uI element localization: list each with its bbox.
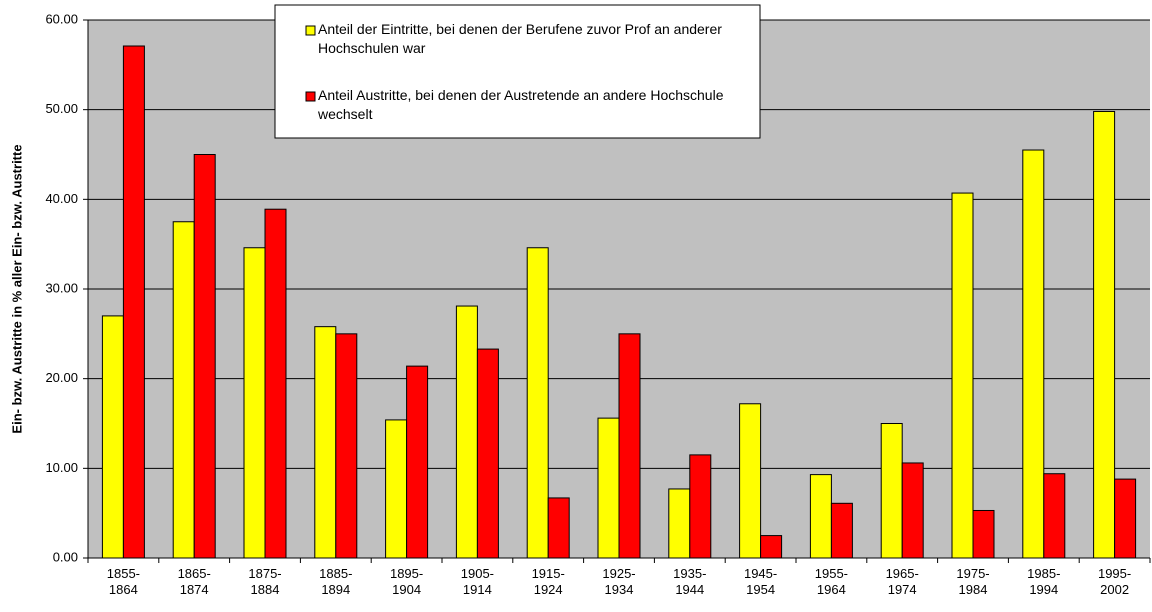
x-tick-label: 1915-1924 (531, 566, 565, 597)
bar (476, 348, 499, 559)
y-tick-label: 0.00 (53, 549, 78, 564)
bar (1043, 473, 1066, 559)
y-tick-label: 40.00 (45, 191, 78, 206)
x-tick-label-box: 1855-1864 (106, 566, 141, 597)
bar (264, 208, 287, 559)
bar (193, 154, 216, 559)
bar (172, 221, 195, 559)
legend-swatch (305, 25, 316, 36)
y-axis-title: Ein- bzw. Austritte in % aller Ein- bzw.… (9, 144, 24, 433)
bar (1022, 149, 1045, 559)
x-tick-label: 1865-1874 (177, 566, 211, 597)
bar (243, 247, 266, 559)
bar (689, 454, 712, 559)
y-tick-label: 20.00 (45, 370, 78, 385)
x-tick-label: 1925-1934 (602, 566, 636, 597)
bar (668, 488, 691, 559)
x-tick-label-box: 1915-1924 (531, 566, 565, 597)
x-tick-label: 1965-1974 (885, 566, 919, 597)
legend-label: Anteil Austritte, bei denen der Austrete… (318, 87, 724, 122)
x-tick-label-box: 1905-1914 (460, 566, 495, 597)
x-tick-label-box: 1935-1944 (673, 566, 707, 597)
x-tick-label-box: 1875-1884 (248, 566, 282, 597)
bar (406, 365, 429, 559)
x-tick-label-box: 1975-1984 (956, 566, 990, 597)
x-tick-label-box: 1995-2002 (1097, 566, 1132, 597)
x-tick-label: 1875-1884 (248, 566, 282, 597)
bar (122, 45, 145, 559)
x-tick-label-box: 1985-1994 (1027, 566, 1061, 597)
bar (547, 497, 570, 559)
bar (455, 305, 478, 559)
bar (880, 423, 903, 559)
x-tick-label: 1955-1964 (814, 566, 849, 597)
x-tick-label-box: 1895-1904 (389, 566, 424, 597)
x-tick-label: 1895-1904 (389, 566, 424, 597)
x-tick-label: 1995-2002 (1097, 566, 1132, 597)
legend-swatch (305, 91, 316, 102)
y-tick-label: 30.00 (45, 280, 78, 295)
x-tick-label-box: 1945-1954 (743, 566, 778, 597)
bar (760, 535, 783, 559)
x-tick-label: 1935-1944 (673, 566, 707, 597)
bar (101, 315, 124, 559)
bar (809, 474, 832, 559)
x-tick-label-box: 1885-1894 (319, 566, 353, 597)
bar (739, 403, 762, 559)
legend-label-box: Anteil Austritte, bei denen der Austrete… (318, 87, 724, 122)
x-tick-label: 1905-1914 (460, 566, 495, 597)
y-tick-label: 50.00 (45, 101, 78, 116)
x-tick-label: 1975-1984 (956, 566, 990, 597)
bar (830, 502, 853, 559)
legend-box (274, 4, 761, 139)
y-tick-label: 60.00 (45, 11, 78, 26)
x-tick-label-box: 1965-1974 (885, 566, 919, 597)
bar (526, 247, 549, 559)
x-tick-label-box: 1955-1964 (814, 566, 849, 597)
y-tick-label: 10.00 (45, 460, 78, 475)
legend-label-box: Anteil der Eintritte, bei denen der Beru… (318, 21, 722, 56)
x-tick-label: 1945-1954 (743, 566, 778, 597)
bar (1093, 110, 1116, 559)
bar (1114, 478, 1137, 559)
bar (951, 192, 974, 559)
bar (385, 419, 408, 559)
legend-label: Anteil der Eintritte, bei denen der Beru… (318, 21, 722, 56)
x-tick-label-box: 1925-1934 (602, 566, 636, 597)
bar (597, 417, 620, 559)
bar (972, 509, 995, 559)
x-tick-label-box: 1865-1874 (177, 566, 211, 597)
x-tick-label: 1855-1864 (106, 566, 141, 597)
bar (314, 326, 337, 559)
bar (901, 462, 924, 559)
bar (335, 333, 358, 559)
x-tick-label: 1985-1994 (1027, 566, 1061, 597)
x-tick-label: 1885-1894 (319, 566, 353, 597)
bar (618, 333, 641, 559)
